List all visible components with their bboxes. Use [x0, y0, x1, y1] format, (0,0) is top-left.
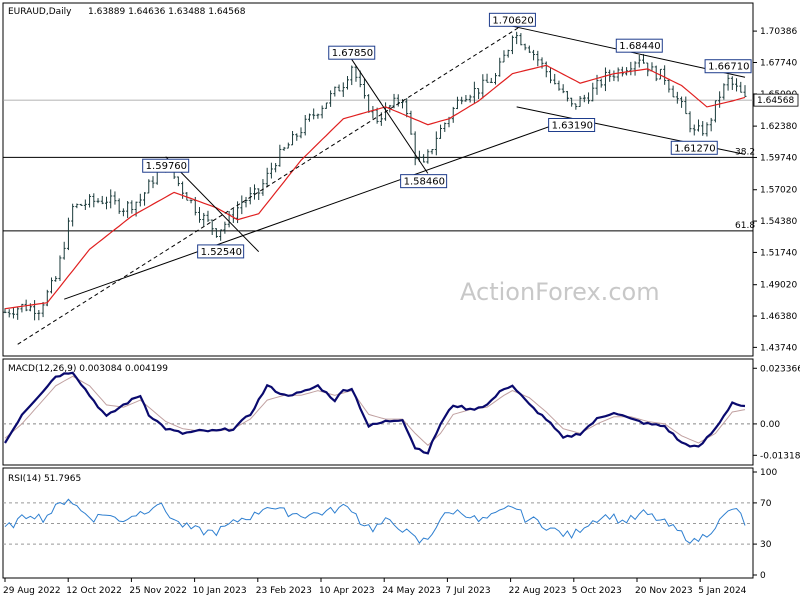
price-label-text: 1.52540	[201, 247, 242, 258]
price-label-text: 1.70620	[492, 15, 533, 26]
price-y-tick-label: 1.70386	[760, 27, 797, 37]
moving-average-line	[4, 64, 746, 310]
current-price-box	[753, 93, 799, 107]
price-y-tick-label: 1.57020	[760, 186, 797, 196]
price-moving-average	[4, 64, 746, 310]
price-label-text: 1.68440	[619, 41, 660, 52]
price-label-box	[548, 118, 596, 133]
price-y-tick-label: 1.49020	[760, 281, 797, 291]
price-label-text: 1.59760	[146, 161, 187, 172]
x-tick-label: 12 Oct 2022	[66, 586, 122, 596]
macd-y-tick-label: 0.023366	[760, 364, 800, 374]
x-axis: 29 Aug 2022 12 Oct 2022 25 Nov 2022 10 Jan …	[3, 578, 747, 596]
macd-pane-frame	[2, 358, 754, 466]
price-label-text: 1.58460	[404, 177, 445, 188]
rsi-grid	[3, 502, 753, 545]
price-label-text: 1.67850	[332, 48, 373, 59]
price-label-text: 1.61270	[674, 143, 715, 154]
price-y-tick-label: 1.43740	[760, 343, 797, 353]
fib-level-label: 38.2	[735, 147, 755, 157]
price-y-tick-label: 1.59740	[760, 153, 797, 163]
x-tick-label: 10 Apr 2023	[319, 586, 375, 596]
price-y-tick-label: 1.54380	[760, 217, 797, 227]
price-label-text: 1.66710	[708, 62, 749, 73]
macd-signal-line	[4, 375, 746, 446]
rsi-y-tick-label: 70	[760, 499, 772, 509]
price-label-box	[704, 59, 752, 74]
x-tick-label: 22 Aug 2023	[509, 586, 567, 596]
trendline	[17, 25, 522, 345]
price-box-labels: 1.70620 1.67850 1.68440 1.66710 1.59760 1.631…	[142, 12, 752, 259]
macd-y-tick-label: 0.00	[760, 420, 780, 430]
macd-pane-title: MACD(12,26,9) 0.003084 0.004199	[8, 364, 168, 374]
fib-level-label: 61.8	[735, 221, 755, 231]
rsi-y-tick-label: 100	[760, 468, 777, 478]
price-label-box	[615, 38, 663, 53]
x-tick-label: 23 Feb 2023	[256, 586, 312, 596]
x-tick-label: 10 Jan 2023	[193, 586, 247, 596]
x-tick-label: 20 Nov 2023	[635, 586, 693, 596]
price-label-box	[400, 174, 448, 189]
macd-line	[4, 371, 746, 455]
price-y-tick-label: 1.46380	[760, 312, 797, 322]
x-tick-label: 29 Aug 2022	[3, 586, 61, 596]
price-label-text: 1.63190	[552, 121, 593, 132]
macd-y-axis: 0.023366 0.00 -0.013186	[753, 364, 800, 461]
x-tick-label: 5 Jan 2024	[698, 586, 746, 596]
price-y-tick-label: 1.67740	[760, 58, 797, 68]
price-label-box	[670, 140, 718, 155]
price-pane-title: EURAUD,Daily	[8, 7, 72, 17]
price-label-box	[197, 244, 245, 259]
price-ohlc-readout: 1.63889 1.64636 1.63488 1.64568	[88, 7, 246, 17]
price-y-tick-label: 1.62380	[760, 122, 797, 132]
rsi-pane-title: RSI(14) 51.7965	[8, 474, 81, 484]
rsi-y-axis: 100 70 30 0	[753, 468, 777, 581]
rsi-line	[4, 498, 746, 544]
rsi-series	[4, 498, 746, 544]
rsi-y-tick-label: 30	[760, 540, 772, 550]
x-tick-label: 25 Nov 2022	[129, 586, 187, 596]
x-tick-label: 7 Jul 2023	[445, 586, 490, 596]
price-horizontal-lines: 38.2 61.8	[3, 99, 755, 232]
price-y-axis: 1.703861.677401.650901.623801.597401.570…	[753, 27, 799, 353]
price-y-tick-label: 1.51740	[760, 248, 797, 258]
price-label-box	[328, 45, 376, 60]
x-tick-label: 24 May 2023	[382, 586, 441, 596]
current-price-label: 1.64568	[757, 96, 794, 106]
watermark: ActionForex.com	[460, 278, 660, 306]
x-tick-label: 5 Oct 2023	[572, 586, 622, 596]
price-pane-frame	[2, 2, 754, 357]
price-label-box	[488, 12, 536, 27]
trendline	[64, 124, 555, 300]
rsi-y-tick-label: 0	[760, 571, 766, 581]
macd-series	[4, 371, 746, 455]
trendline	[351, 59, 429, 174]
macd-y-tick-label: -0.013186	[760, 451, 800, 461]
price-label-box	[142, 158, 190, 173]
